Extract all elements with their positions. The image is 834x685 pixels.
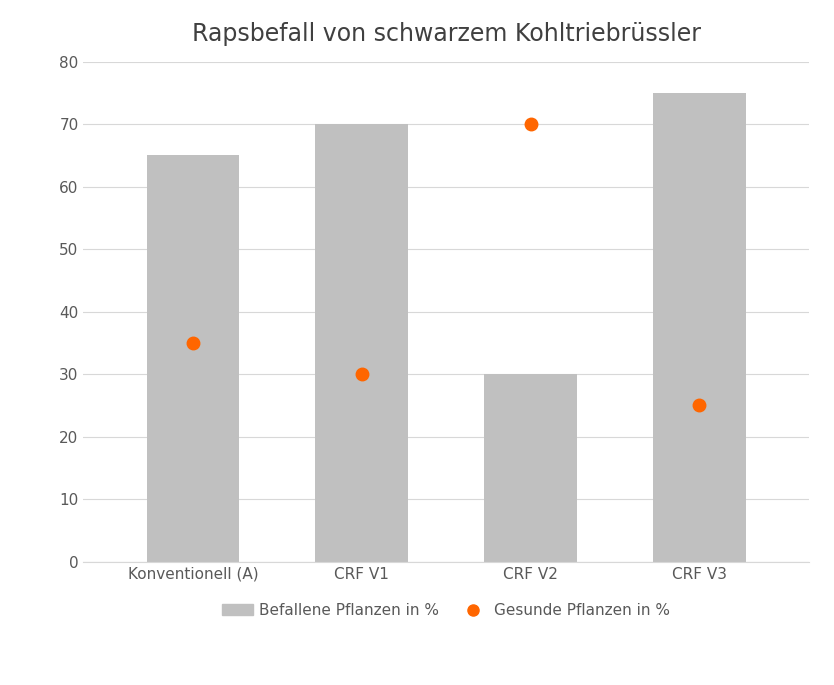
Legend: Befallene Pflanzen in %, Gesunde Pflanzen in %: Befallene Pflanzen in %, Gesunde Pflanze… — [216, 597, 676, 624]
Bar — [147, 155, 239, 562]
Bar — [315, 124, 408, 562]
Bar — [653, 93, 746, 562]
Title: Rapsbefall von schwarzem Kohltriebrüssler: Rapsbefall von schwarzem Kohltriebrüssle… — [192, 22, 701, 46]
Bar — [485, 374, 577, 562]
